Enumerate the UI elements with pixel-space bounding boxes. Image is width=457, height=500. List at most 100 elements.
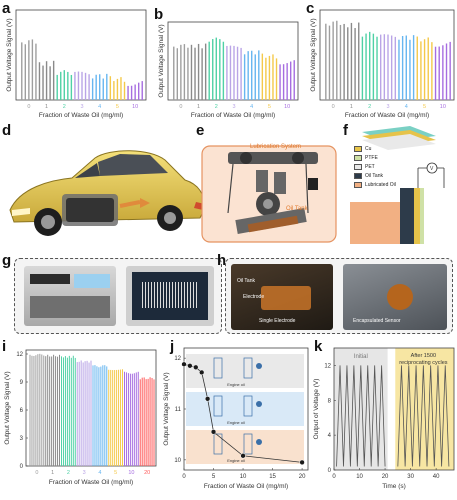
x-tick-label: 10: [128, 470, 134, 476]
x-axis-label: Fraction of Waste Oil (mg/ml): [204, 483, 288, 490]
label-encapsulated-h: Encapsulated Sensor: [353, 318, 401, 324]
x-axis-label: Fraction of Waste Oil (mg/ml): [39, 112, 123, 119]
x-tick-label: 10: [440, 104, 446, 110]
tank-sketch: [213, 395, 223, 417]
encapsulated-sensor-photo: Encapsulated Sensor: [343, 264, 447, 330]
label-oil-tank: Oil Tank: [286, 206, 309, 212]
panel-c: c 0 1 2 3 4 5 10 Fraction of Waste Oil (mg/ml) O…: [304, 0, 457, 119]
x-tick-label: 2: [63, 104, 66, 110]
annotation-after-line2: reciprocating cycles: [399, 360, 448, 366]
panel-g: g: [0, 252, 225, 336]
panel-c-label: c: [306, 0, 315, 17]
x-tick-label: 4: [98, 104, 101, 110]
panel-j: j Engine oil Engine oil Engine oil 10 11 12 0 5…: [160, 336, 312, 500]
tank-sketch: [243, 395, 253, 417]
legend-f-label: PTFE: [365, 154, 378, 161]
data-point: [204, 396, 211, 402]
x-tick-label: 10: [284, 104, 290, 110]
data-point: [193, 364, 199, 370]
x-tick-label: 1: [45, 104, 48, 110]
oil-tank-photo: Oil Tank Electrode Single Electrode: [231, 264, 333, 330]
x-tick-label: 2: [368, 104, 371, 110]
x-tick-label: 10: [356, 474, 363, 480]
schematic-band-2: [186, 392, 304, 426]
x-tick-label: 5: [423, 104, 426, 110]
y-tick-label: 6: [20, 408, 24, 414]
x-tick-label: 20: [144, 470, 150, 476]
y-axis-label: Output Voltage Signal (V): [6, 18, 13, 91]
x-tick-label: 3: [232, 104, 235, 110]
y-axis-label: Output of Voltage (V): [313, 379, 320, 440]
panel-b: b 0 1 2 3 4 5 10 Fraction of Waste Oil (mg/ml) O…: [152, 0, 302, 119]
x-tick-label: 1: [51, 470, 54, 476]
tank-sketch: [213, 433, 223, 455]
x-tick-label: 20: [299, 474, 306, 480]
label-oil-tank-h: Oil Tank: [237, 278, 255, 284]
schematic-band-3: [186, 430, 304, 464]
x-tick-label: 40: [433, 474, 440, 480]
panel-i-label: i: [2, 338, 7, 355]
x-tick-label: 0: [35, 470, 38, 476]
annotation-initial: Initial: [354, 354, 368, 360]
panel-k-label: k: [314, 338, 323, 355]
tank-sketch: [243, 433, 253, 455]
panel-j-label: j: [170, 338, 175, 355]
x-tick-label: 20: [382, 474, 389, 480]
schematic-label: Engine oil: [227, 420, 245, 425]
chart-b: 0 1 2 3 4 5 10 Fraction of Waste Oil (mg/ml) Out…: [158, 21, 299, 119]
legend-f-item: Lubricated Oil: [354, 180, 398, 189]
x-axis-label: Time (s): [382, 483, 406, 490]
legend-swatch: [354, 145, 362, 152]
y-tick-label: 8: [328, 398, 332, 404]
y-tick-label: 11: [175, 407, 182, 413]
x-tick-label: 10: [240, 474, 247, 480]
x-tick-label: 2: [215, 104, 218, 110]
x-tick-label: 0: [332, 104, 335, 110]
panel-d-label: d: [2, 122, 12, 139]
legend-swatch: [354, 163, 362, 170]
plot-frame: [333, 347, 455, 471]
y-tick-label: 9: [20, 380, 24, 386]
x-axis-label: Fraction of Waste Oil (mg/ml): [345, 112, 429, 119]
panel-e-label: e: [196, 122, 205, 139]
data-point: [199, 369, 205, 376]
data-point: [187, 363, 193, 369]
legend-f-label: Cu: [365, 145, 372, 152]
x-tick-label: 5: [114, 470, 117, 476]
label-electrode-h: Electrode: [243, 294, 265, 300]
x-tick-label: 0: [182, 474, 186, 480]
tank-sketch: [213, 357, 223, 379]
engine-schematic: Lubrication System Oil Tank: [201, 144, 337, 243]
schematic-label: Engine oil: [227, 458, 245, 463]
legend-f-label: Lubricated Oil: [365, 181, 396, 188]
legend-f-label: PET: [365, 163, 375, 170]
legend-swatch: [354, 181, 362, 188]
x-axis-label: Fraction of Waste Oil (mg/ml): [49, 479, 133, 486]
legend-f-item: Cu: [354, 144, 398, 153]
x-tick-label: 5: [116, 104, 119, 110]
panel-h: h Oil Tank Electrode Single Electrode En…: [217, 252, 457, 336]
y-tick-label: 0: [328, 468, 332, 474]
meter-sketch: [256, 439, 262, 445]
chart-j: Engine oil Engine oil Engine oil 10 11 12 0 5 10…: [163, 347, 309, 490]
x-tick-label: 4: [98, 470, 101, 476]
x-tick-label: 5: [212, 474, 216, 480]
schematic-band-1: [186, 354, 304, 388]
legend-f-item: PET: [354, 162, 398, 171]
meter-sketch: [256, 401, 262, 407]
x-tick-label: 2: [67, 470, 70, 476]
x-tick-label: 30: [407, 474, 414, 480]
schematic-label: Engine oil: [227, 382, 245, 387]
y-tick-label: 0: [20, 464, 24, 470]
plot-frame: [167, 21, 299, 101]
legend-swatch: [354, 172, 362, 179]
y-tick-label: 12: [16, 352, 23, 358]
legend-swatch: [354, 154, 362, 161]
x-tick-label: 4: [250, 104, 253, 110]
monitor-photo: [126, 266, 214, 326]
panel-e: e Lubrication System Oil Tank: [188, 118, 340, 248]
x-axis-label: Fraction of Waste Oil (mg/ml): [191, 112, 275, 119]
x-tick-label: 0: [179, 104, 182, 110]
meter-sketch: [256, 363, 262, 369]
